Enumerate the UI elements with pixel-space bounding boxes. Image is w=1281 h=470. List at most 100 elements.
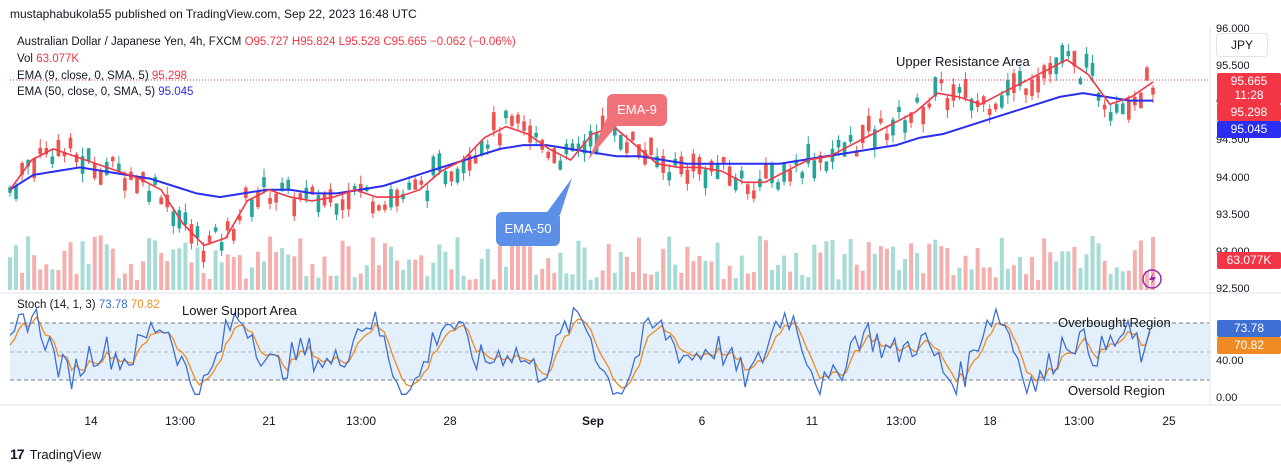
volume-bar (661, 248, 666, 290)
price-axis-label: 96.000 (1216, 23, 1250, 35)
candle (32, 157, 36, 182)
candle (298, 192, 303, 202)
volume-bar (1090, 236, 1095, 290)
candle (903, 115, 907, 141)
time-axis-label: 13:00 (1063, 414, 1095, 428)
candle (558, 156, 563, 171)
volume-bar (552, 272, 557, 290)
candle (836, 135, 841, 157)
candle (764, 157, 768, 180)
volume-bar (957, 267, 962, 290)
candle (649, 137, 653, 159)
volume-bar (56, 269, 61, 290)
candle (358, 175, 363, 198)
flash-icon-bolt (1149, 272, 1156, 286)
volume-bar (201, 273, 206, 290)
volume-bar (68, 242, 73, 290)
volume-bar (1024, 274, 1028, 290)
candle (189, 219, 194, 250)
candle (1120, 100, 1125, 115)
candle (74, 152, 79, 169)
volume-bar (878, 246, 883, 290)
volume-bar (546, 258, 551, 290)
volume-bar (340, 240, 345, 290)
candle (1018, 64, 1022, 91)
volume-bar (328, 275, 333, 290)
volume-bar (842, 254, 847, 290)
ema50-line (9, 92, 1153, 199)
candle (286, 176, 290, 194)
volume-bar (697, 255, 702, 290)
volume-bar (987, 267, 992, 290)
volume-bar (44, 264, 49, 290)
volume-bar (903, 259, 908, 290)
volume-bar (183, 242, 188, 290)
volume-bar (570, 274, 575, 290)
candle (26, 159, 30, 175)
volume-bar (92, 236, 97, 290)
volume-bar (1060, 251, 1065, 290)
candle (933, 76, 938, 101)
candle (1024, 87, 1028, 103)
stoch-axis-40: 40.00 (1216, 355, 1244, 367)
volume-bar (352, 277, 357, 290)
volume-bar (1138, 240, 1143, 290)
volume-bar (951, 275, 956, 290)
candle (328, 183, 333, 207)
volume-bar (237, 255, 242, 290)
volume-bar (304, 276, 309, 290)
volume-bar (588, 279, 593, 290)
candle (733, 173, 738, 193)
candle (346, 182, 351, 217)
candle (1145, 65, 1149, 81)
volume-bar (703, 261, 708, 290)
price-axis-label: 93.500 (1216, 208, 1250, 221)
candle (50, 148, 55, 169)
volume-bar (963, 255, 968, 290)
volume-bar (884, 248, 889, 290)
volume-bar (594, 277, 599, 290)
volume-bar (479, 258, 484, 290)
volume-bar (667, 236, 672, 290)
tradingview-footer[interactable]: 17 TradingView (10, 446, 101, 462)
candle (111, 155, 115, 168)
volume-bar (909, 243, 914, 290)
candle (292, 192, 297, 221)
candle (213, 223, 218, 234)
candle (141, 171, 145, 187)
volume-bar (1011, 265, 1016, 290)
volume-bar (334, 275, 339, 290)
ema50-callout: EMA-50 (496, 212, 560, 246)
ema50-value: 95.045 (158, 86, 194, 98)
candle (504, 109, 508, 125)
volume-bar (522, 243, 527, 290)
candle (455, 166, 460, 185)
candle (419, 176, 424, 189)
volume-bar (564, 273, 569, 290)
price-axis-label: 95.500 (1216, 60, 1250, 73)
volume-bar (358, 273, 363, 290)
time-axis-label: Sep (581, 414, 605, 428)
volume-bar (1114, 267, 1119, 290)
volume-bar (836, 279, 841, 290)
candle (709, 159, 714, 177)
volume-bar (1096, 243, 1101, 290)
volume-bar (231, 257, 236, 290)
volume-bar (419, 255, 424, 290)
volume-bar (395, 260, 400, 290)
volume-bar (872, 253, 877, 290)
publisher-line: mustaphabukola55 published on TradingVie… (10, 7, 417, 21)
volume-bar (830, 239, 835, 290)
time-axis-label: 13:00 (164, 414, 196, 428)
volume-bar (207, 279, 212, 290)
candle (885, 126, 889, 147)
volume-bar (449, 269, 454, 290)
currency-button[interactable]: JPY (1216, 33, 1268, 57)
volume-bar (86, 263, 91, 290)
candle (171, 206, 176, 235)
candle (219, 233, 224, 257)
volume-bar (225, 254, 230, 290)
vol-value: 63.077K (36, 53, 80, 65)
symbol-legend: Australian Dollar / Japanese Yen, 4h, FX… (17, 36, 516, 48)
